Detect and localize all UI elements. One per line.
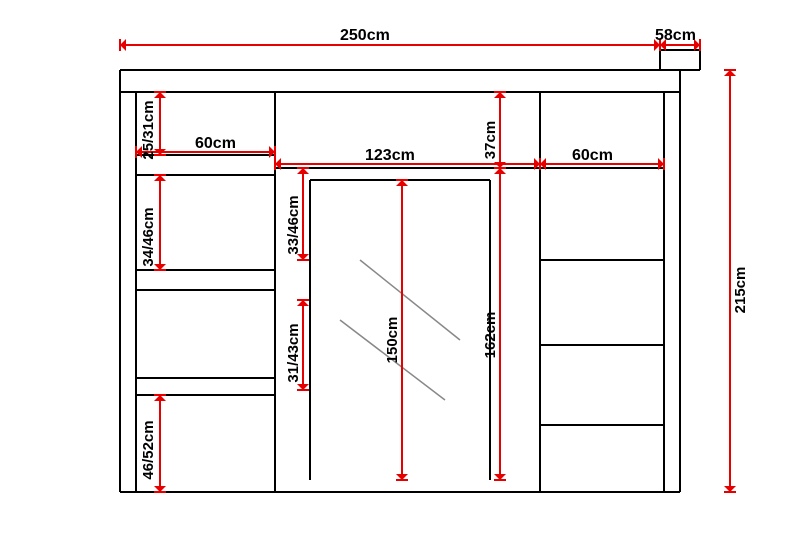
dimension-label: 150cm <box>384 317 401 364</box>
dimension-m150: 150cm <box>384 180 408 480</box>
dimension-m37: 37cm <box>482 92 506 168</box>
dimension-l3446: 34/46cm <box>140 175 166 270</box>
dimension-w250: 250cm <box>120 27 660 51</box>
dimension-label: 123cm <box>365 147 415 164</box>
dimension-label: 34/46cm <box>140 207 157 266</box>
dimension-label: 215cm <box>732 267 749 314</box>
dimension-label: 162cm <box>482 312 499 359</box>
dimension-label: 37cm <box>482 121 499 159</box>
dimension-label: 250cm <box>340 27 390 44</box>
wardrobe-dimension-diagram: 250cm 58cm 215cm 60cm 123cm 60cm 25/31cm 34/46c… <box>0 0 800 533</box>
dimension-m3143: 31/43cm <box>285 300 309 390</box>
dimension-label: 33/46cm <box>285 195 302 254</box>
dimension-label: 31/43cm <box>285 323 302 382</box>
dimension-r60: 60cm <box>540 147 664 170</box>
dimension-l4652: 46/52cm <box>140 395 166 492</box>
dimension-label: 58cm <box>655 27 696 44</box>
dimension-m162: 162cm <box>482 168 506 480</box>
dimension-label: 60cm <box>195 135 236 152</box>
dimension-m3346: 33/46cm <box>285 168 309 260</box>
dimension-h215: 215cm <box>724 70 749 492</box>
dimension-d58: 58cm <box>655 27 700 51</box>
structure-group <box>120 50 700 492</box>
dimension-label: 46/52cm <box>140 420 157 479</box>
dimension-label: 25/31cm <box>140 100 157 159</box>
dimension-label: 60cm <box>572 147 613 164</box>
